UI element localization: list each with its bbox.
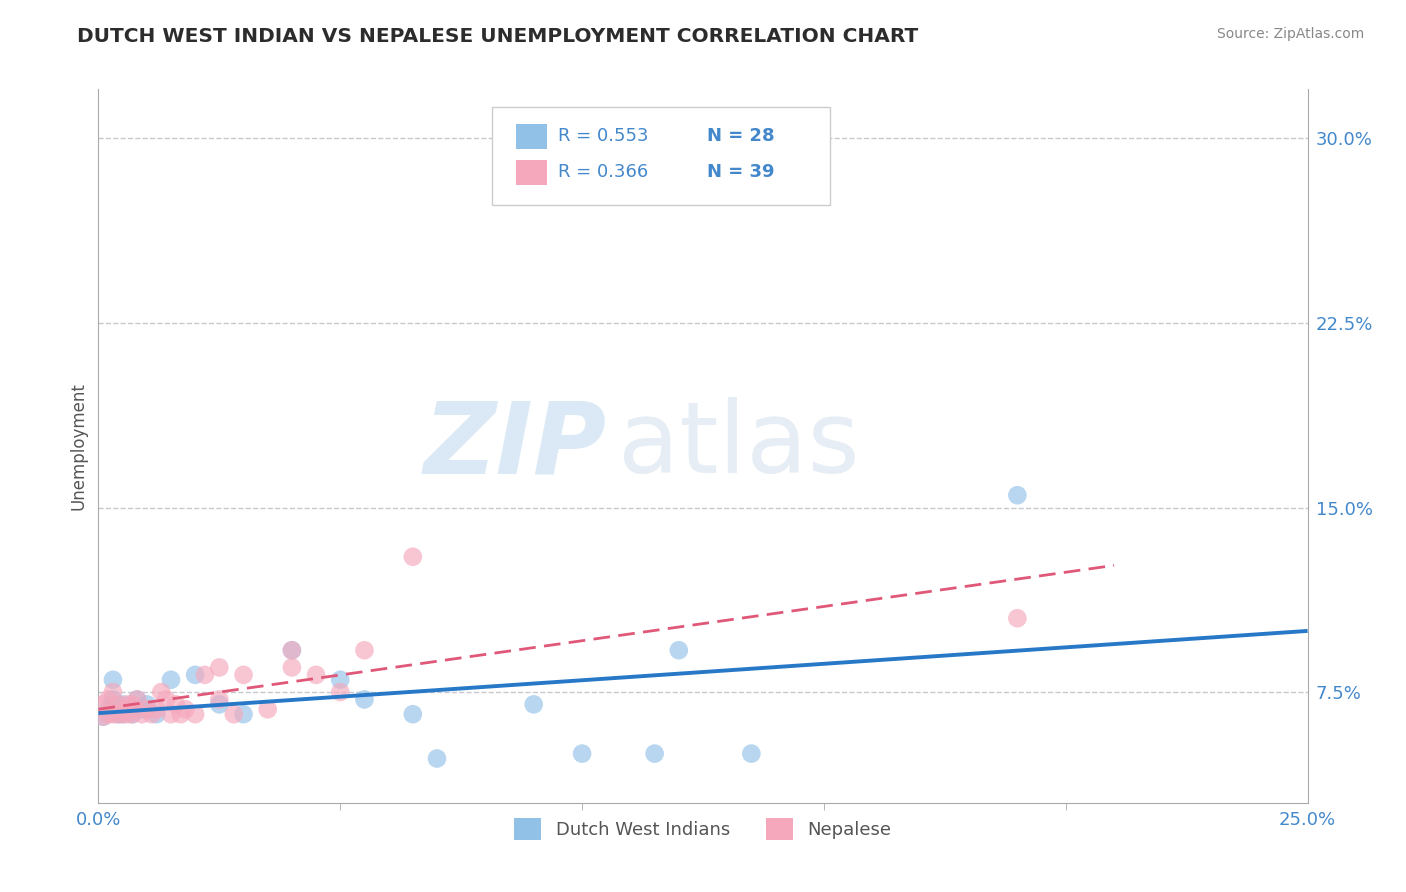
Point <box>208 692 231 706</box>
Point <box>91 698 114 712</box>
Point <box>1007 611 1029 625</box>
Legend: Dutch West Indians, Nepalese: Dutch West Indians, Nepalese <box>508 811 898 847</box>
Point <box>644 747 666 761</box>
Point <box>174 702 197 716</box>
Point <box>131 702 153 716</box>
Point <box>127 692 149 706</box>
Point <box>150 685 173 699</box>
Point <box>131 707 153 722</box>
Point <box>305 668 328 682</box>
Point <box>97 707 120 722</box>
Point <box>117 698 139 712</box>
Point <box>145 707 167 722</box>
Point <box>135 698 157 712</box>
Point <box>111 707 134 722</box>
Point <box>169 707 191 722</box>
Point <box>107 698 129 712</box>
Point <box>281 660 304 674</box>
Point <box>121 707 143 722</box>
Text: Source: ZipAtlas.com: Source: ZipAtlas.com <box>1216 27 1364 41</box>
Text: ZIP: ZIP <box>423 398 606 494</box>
Point <box>117 702 139 716</box>
Point <box>523 698 546 712</box>
Point <box>117 707 139 722</box>
Point <box>194 668 217 682</box>
Point <box>107 707 129 722</box>
Point <box>402 707 425 722</box>
Point <box>281 643 304 657</box>
Point <box>101 685 124 699</box>
Point <box>165 698 187 712</box>
Point <box>353 692 375 706</box>
Point <box>121 698 143 712</box>
Point <box>145 702 167 716</box>
Point <box>208 660 231 674</box>
Point <box>184 707 207 722</box>
Y-axis label: Unemployment: Unemployment <box>69 382 87 510</box>
Text: atlas: atlas <box>619 398 860 494</box>
Text: N = 39: N = 39 <box>707 163 775 181</box>
Point <box>208 698 231 712</box>
Point <box>740 747 762 761</box>
Point <box>141 707 163 722</box>
Point <box>571 747 593 761</box>
Point <box>184 668 207 682</box>
Text: R = 0.553: R = 0.553 <box>558 128 648 145</box>
Point <box>232 668 254 682</box>
Point <box>668 643 690 657</box>
Point <box>329 673 352 687</box>
Point <box>101 707 124 722</box>
Point <box>160 673 183 687</box>
Point <box>426 751 449 765</box>
Point <box>97 702 120 716</box>
Point <box>1007 488 1029 502</box>
Point <box>107 707 129 722</box>
Point <box>329 685 352 699</box>
Text: DUTCH WEST INDIAN VS NEPALESE UNEMPLOYMENT CORRELATION CHART: DUTCH WEST INDIAN VS NEPALESE UNEMPLOYME… <box>77 27 918 45</box>
Point <box>101 673 124 687</box>
Point <box>121 707 143 722</box>
Point <box>91 709 114 723</box>
Point <box>402 549 425 564</box>
Text: N = 28: N = 28 <box>707 128 775 145</box>
Point <box>281 643 304 657</box>
Point <box>101 692 124 706</box>
Point <box>111 707 134 722</box>
Point <box>127 692 149 706</box>
Point <box>222 707 245 722</box>
Point <box>232 707 254 722</box>
Text: R = 0.366: R = 0.366 <box>558 163 648 181</box>
Point <box>160 707 183 722</box>
Point <box>111 702 134 716</box>
Point <box>111 698 134 712</box>
Point <box>91 709 114 723</box>
Point <box>97 692 120 706</box>
Point <box>353 643 375 657</box>
Point <box>155 692 177 706</box>
Point <box>135 702 157 716</box>
Point <box>256 702 278 716</box>
